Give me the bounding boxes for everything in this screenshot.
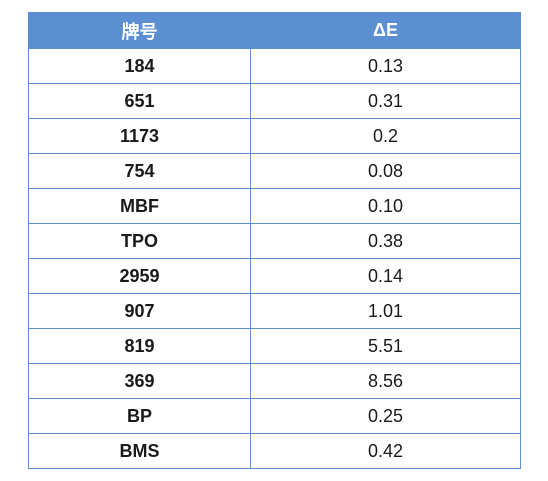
table-row: 907 1.01 [28,293,521,329]
table-row: 369 8.56 [28,363,521,399]
delta-e-cell: 0.2 [250,118,521,154]
grade-cell: BMS [28,433,251,469]
delta-e-cell: 0.42 [250,433,521,469]
grade-cell: 907 [28,293,251,329]
grade-cell: 651 [28,83,251,119]
table-row: 754 0.08 [28,153,521,189]
table-row: 651 0.31 [28,83,521,119]
table-row: MBF 0.10 [28,188,521,224]
table-row: 184 0.13 [28,48,521,84]
table-row: BP 0.25 [28,398,521,434]
delta-e-cell: 0.10 [250,188,521,224]
delta-e-cell: 0.25 [250,398,521,434]
grade-cell: MBF [28,188,251,224]
grade-cell: 819 [28,328,251,364]
grade-cell: 754 [28,153,251,189]
delta-e-cell: 0.13 [250,48,521,84]
grade-cell: 369 [28,363,251,399]
delta-e-cell: 1.01 [250,293,521,329]
grade-cell: 2959 [28,258,251,294]
header-row: 牌号 ΔE [28,12,521,49]
table-row: TPO 0.38 [28,223,521,259]
grade-cell: BP [28,398,251,434]
table-row: 2959 0.14 [28,258,521,294]
header-cell: ΔE [250,12,521,49]
table-row: BMS 0.42 [28,433,521,469]
delta-e-cell: 0.14 [250,258,521,294]
table-row: 1173 0.2 [28,118,521,154]
delta-e-cell: 0.38 [250,223,521,259]
delta-e-cell: 5.51 [250,328,521,364]
delta-e-cell: 8.56 [250,363,521,399]
grade-cell: 184 [28,48,251,84]
table-body: 184 0.13 651 0.31 1173 0.2 754 0.08 MBF 0.10 TPO 0.… [28,48,521,469]
grade-cell: 1173 [28,118,251,154]
data-table: 牌号 ΔE 184 0.13 651 0.31 1173 0.2 754 0.08 MBF 0.1… [28,12,521,469]
delta-e-cell: 0.08 [250,153,521,189]
grade-cell: TPO [28,223,251,259]
header-cell: 牌号 [28,12,251,49]
delta-e-cell: 0.31 [250,83,521,119]
table-row: 819 5.51 [28,328,521,364]
table-header: 牌号 ΔE [28,12,521,49]
